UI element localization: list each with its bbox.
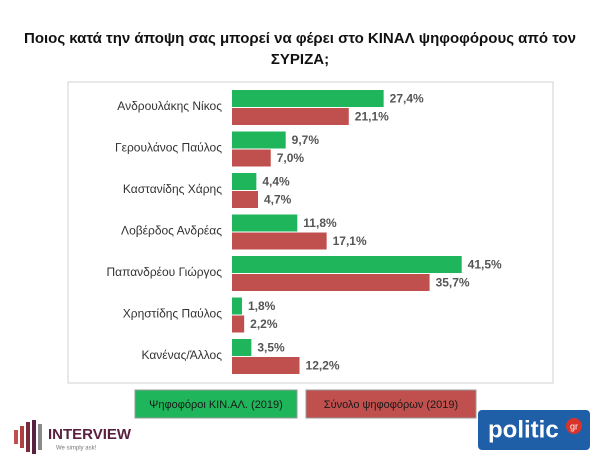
legend-label: Ψηφοφόροι ΚΙΝ.ΑΛ. (2019): [149, 399, 283, 411]
value-label: 17,1%: [333, 234, 367, 248]
logo-suffix: gr: [570, 421, 578, 431]
logo-bar: [14, 430, 18, 444]
value-label: 9,7%: [292, 133, 320, 147]
bar: [232, 357, 300, 374]
legend-box: [134, 389, 298, 419]
value-label: 41,5%: [468, 258, 502, 272]
category-label: Γερουλάνος Παύλος: [115, 141, 222, 155]
chart-title: Ποιος κατά την άποψη σας μπορεί να φέρει…: [24, 30, 576, 68]
logo-bar: [26, 422, 30, 452]
value-label: 27,4%: [390, 92, 424, 106]
interview-logo: INTERVIEW We simply ask!: [14, 420, 132, 454]
category-label: Παπανδρέου Γιώργος: [107, 265, 223, 279]
value-label: 4,7%: [264, 193, 292, 207]
legend-label: Σύνολο ψηφοφόρων (2019): [324, 399, 458, 411]
value-label: 3,5%: [257, 341, 285, 355]
bar: [232, 214, 298, 232]
category-label: Κανένας/Άλλος: [142, 348, 223, 362]
category-label: Χρηστίδης Παύλος: [123, 307, 222, 321]
logo-box: [478, 410, 590, 450]
bar: [232, 274, 430, 291]
bar: [232, 108, 349, 125]
logo-dot: [566, 418, 582, 434]
value-label: 7,0%: [277, 151, 305, 165]
plot-frame: [67, 81, 554, 384]
value-label: 2,2%: [250, 317, 278, 331]
logo-bar: [32, 420, 36, 454]
bar: [232, 297, 242, 315]
bar: [232, 191, 259, 208]
value-label: 1,8%: [248, 299, 276, 313]
category-label: Καστανίδης Χάρης: [123, 182, 222, 196]
bar: [232, 173, 257, 190]
bar: [232, 256, 462, 273]
value-label: 35,7%: [436, 276, 470, 290]
category-label: Λοβέρδος Ανδρέας: [121, 224, 222, 238]
value-label: 21,1%: [355, 110, 389, 124]
bar: [232, 315, 245, 333]
bar: [232, 131, 286, 149]
logo-text: INTERVIEW: [48, 426, 132, 443]
logo-tagline: We simply ask!: [56, 446, 97, 452]
bar: [232, 149, 271, 167]
value-label: 12,2%: [306, 359, 340, 373]
value-label: 4,4%: [262, 175, 290, 189]
value-label: 11,8%: [303, 216, 337, 230]
politic-logo: politic gr: [478, 410, 590, 450]
logo-bar: [38, 424, 42, 450]
bar: [232, 232, 327, 250]
legend-box: [305, 389, 477, 419]
logo-bar: [20, 426, 24, 448]
logo-text: politic: [488, 416, 559, 443]
bar: [232, 339, 252, 356]
category-label: Ανδρουλάκης Νίκος: [117, 99, 222, 113]
bar: [232, 90, 384, 107]
